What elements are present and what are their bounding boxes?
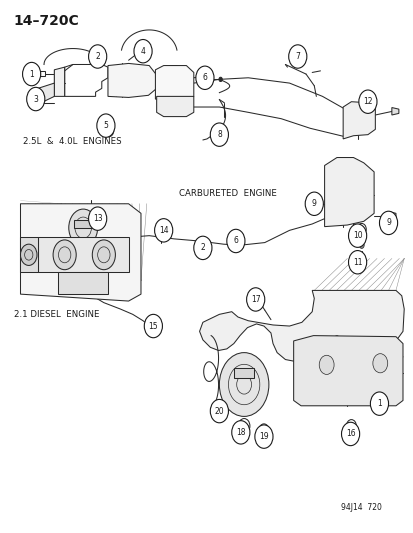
- Polygon shape: [155, 66, 193, 101]
- Circle shape: [69, 209, 97, 246]
- Polygon shape: [389, 212, 395, 219]
- Circle shape: [348, 224, 366, 247]
- Text: 19: 19: [259, 432, 268, 441]
- Text: 20: 20: [214, 407, 224, 416]
- Circle shape: [341, 422, 359, 446]
- Circle shape: [195, 66, 214, 90]
- Polygon shape: [199, 290, 403, 361]
- Circle shape: [219, 353, 268, 416]
- Text: CARBURETED  ENGINE: CARBURETED ENGINE: [178, 189, 276, 198]
- Circle shape: [379, 211, 396, 235]
- Polygon shape: [21, 204, 141, 301]
- Text: 16: 16: [345, 430, 354, 439]
- Text: 12: 12: [362, 97, 372, 106]
- Text: 8: 8: [216, 130, 221, 139]
- Circle shape: [200, 73, 206, 80]
- Circle shape: [203, 75, 210, 84]
- Polygon shape: [324, 158, 373, 227]
- Circle shape: [92, 240, 115, 270]
- Text: 2.5L  &  4.0L  ENGINES: 2.5L & 4.0L ENGINES: [23, 137, 122, 146]
- Text: 15: 15: [148, 321, 158, 330]
- Polygon shape: [156, 96, 193, 117]
- Text: 9: 9: [311, 199, 316, 208]
- Circle shape: [154, 219, 172, 242]
- Circle shape: [226, 229, 244, 253]
- Circle shape: [21, 244, 37, 265]
- Polygon shape: [54, 67, 64, 96]
- Circle shape: [370, 392, 388, 415]
- Text: 1: 1: [29, 70, 34, 78]
- Circle shape: [304, 192, 323, 215]
- Text: 5: 5: [103, 121, 108, 130]
- Text: 10: 10: [352, 231, 361, 240]
- Text: 2.1 DIESEL  ENGINE: 2.1 DIESEL ENGINE: [14, 310, 99, 319]
- Circle shape: [372, 354, 387, 373]
- Text: 6: 6: [202, 73, 207, 82]
- Polygon shape: [38, 237, 128, 272]
- Polygon shape: [21, 237, 38, 272]
- Circle shape: [157, 66, 190, 108]
- Text: 7: 7: [294, 52, 299, 61]
- Circle shape: [88, 207, 107, 230]
- Text: 2: 2: [95, 52, 100, 61]
- Circle shape: [254, 425, 272, 448]
- Text: 4: 4: [140, 47, 145, 55]
- Circle shape: [97, 114, 115, 138]
- Circle shape: [53, 240, 76, 270]
- Text: 14: 14: [159, 226, 168, 235]
- Polygon shape: [391, 108, 398, 115]
- Circle shape: [193, 236, 211, 260]
- Text: 3: 3: [33, 94, 38, 103]
- Circle shape: [218, 77, 222, 82]
- Circle shape: [144, 314, 162, 338]
- Circle shape: [231, 421, 249, 444]
- Circle shape: [246, 288, 264, 311]
- Polygon shape: [357, 259, 365, 262]
- Circle shape: [348, 251, 366, 274]
- Circle shape: [358, 90, 376, 114]
- Text: 14–720C: 14–720C: [13, 14, 78, 28]
- Polygon shape: [38, 83, 54, 104]
- Circle shape: [88, 45, 107, 68]
- Polygon shape: [74, 220, 92, 228]
- Text: 2: 2: [200, 244, 205, 253]
- Text: 13: 13: [93, 214, 102, 223]
- Polygon shape: [293, 336, 402, 406]
- Text: 9: 9: [385, 219, 390, 228]
- Polygon shape: [233, 368, 254, 378]
- Circle shape: [26, 87, 45, 111]
- Circle shape: [134, 39, 152, 63]
- Polygon shape: [108, 63, 156, 98]
- Text: 18: 18: [235, 428, 245, 437]
- Circle shape: [318, 356, 333, 374]
- Circle shape: [147, 325, 155, 336]
- Circle shape: [22, 62, 40, 86]
- Circle shape: [210, 399, 228, 423]
- Circle shape: [237, 241, 243, 249]
- Text: 1: 1: [376, 399, 381, 408]
- Text: 11: 11: [352, 258, 361, 266]
- Polygon shape: [342, 102, 375, 139]
- Polygon shape: [58, 272, 108, 294]
- Text: 94J14  720: 94J14 720: [340, 503, 381, 512]
- Circle shape: [358, 242, 363, 248]
- Circle shape: [210, 123, 228, 147]
- Circle shape: [288, 45, 306, 68]
- Text: 6: 6: [233, 237, 238, 246]
- Text: 17: 17: [250, 295, 260, 304]
